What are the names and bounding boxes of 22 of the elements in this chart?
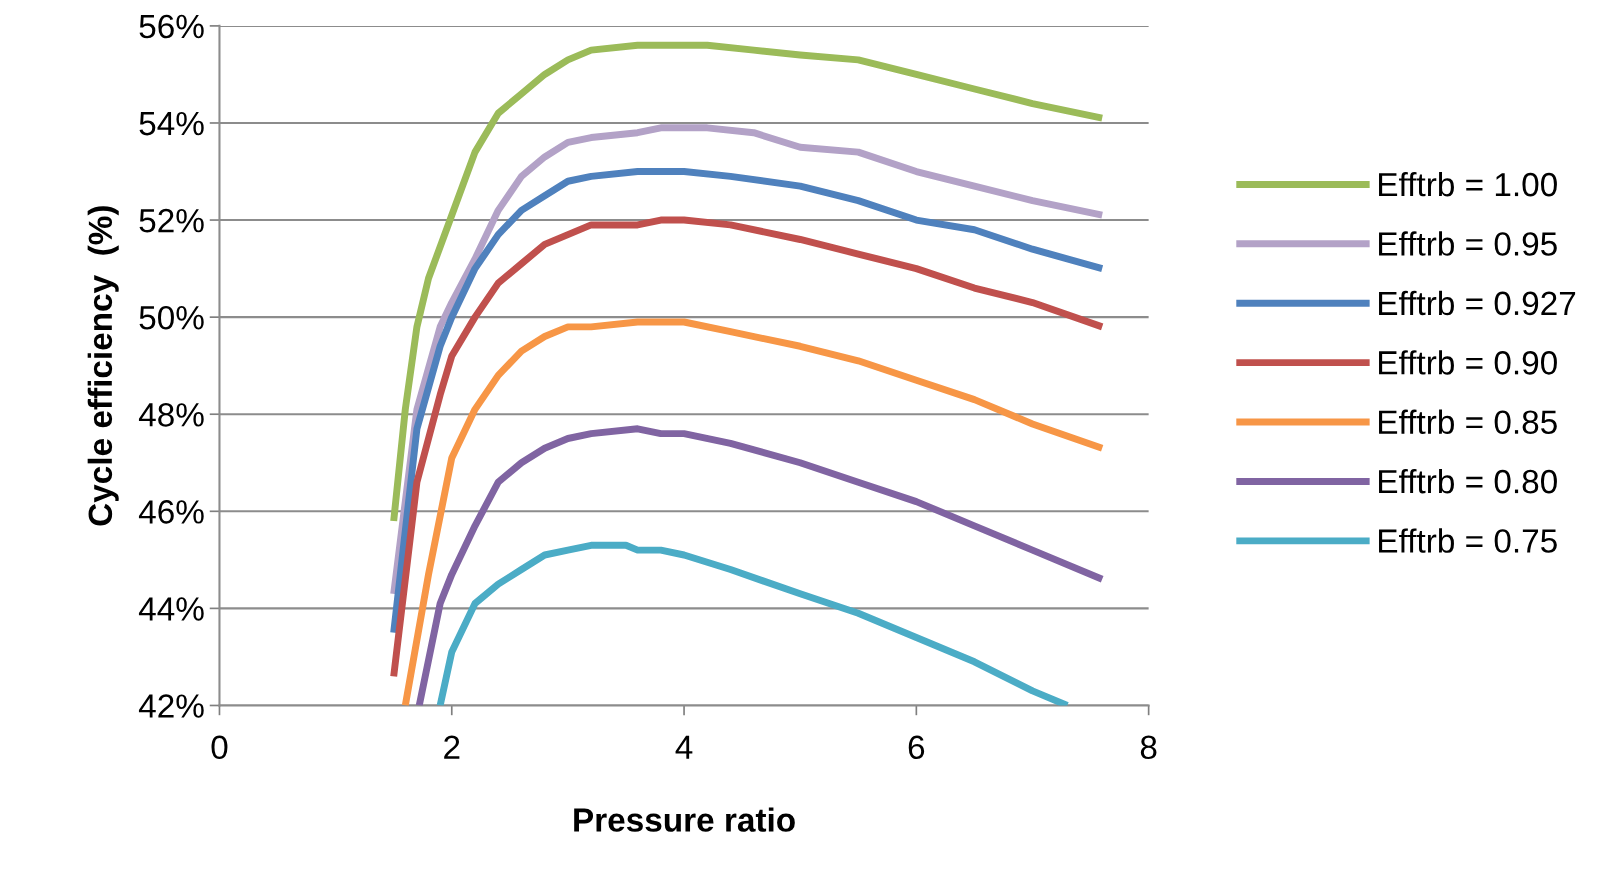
x-axis-title: Pressure ratio bbox=[574, 807, 795, 832]
y-tick-label: 42% bbox=[138, 694, 204, 718]
x-tick-label: 6 bbox=[908, 735, 925, 760]
x-tick-label: 0 bbox=[211, 735, 228, 760]
y-tick-label: 46% bbox=[138, 500, 204, 524]
legend-label: Efftrb = 0.927 bbox=[1379, 290, 1576, 316]
y-tick-label: 50% bbox=[139, 305, 204, 330]
y-tick-label: 44% bbox=[138, 597, 204, 621]
y-tick-label: 54% bbox=[139, 111, 204, 136]
y-tick-label: 48% bbox=[138, 403, 204, 427]
x-tick-label: 4 bbox=[675, 735, 693, 759]
x-tick-label: 2 bbox=[444, 735, 460, 759]
y-axis-title: Cycle efficiency (%) bbox=[87, 206, 119, 526]
legend-label: Efftrb = 0.90 bbox=[1379, 350, 1557, 375]
legend-label: Efftrb = 0.75 bbox=[1379, 528, 1557, 553]
legend-label: Efftrb = 1.00 bbox=[1379, 171, 1557, 197]
legend-label: Efftrb = 0.80 bbox=[1379, 468, 1557, 494]
legend-label: Efftrb = 0.85 bbox=[1379, 409, 1557, 435]
legend-label: Efftrb = 0.95 bbox=[1379, 231, 1557, 256]
y-tick-label: 52% bbox=[139, 208, 204, 233]
y-tick-label: 56% bbox=[139, 14, 204, 39]
x-tick-label: 8 bbox=[1140, 735, 1157, 760]
